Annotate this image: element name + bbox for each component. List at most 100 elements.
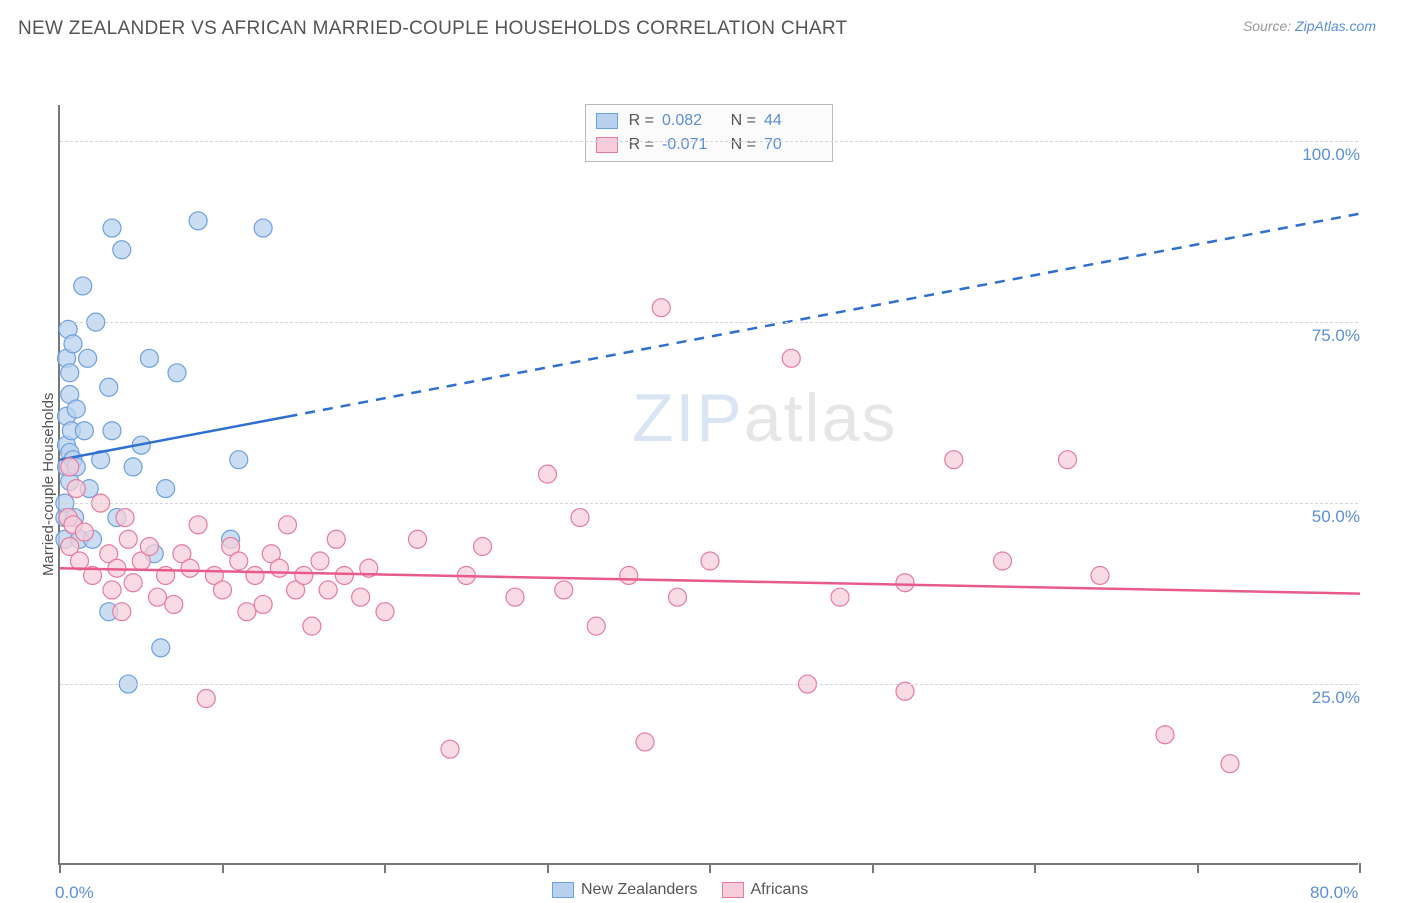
- scatter-point: [587, 617, 605, 635]
- scatter-point: [441, 740, 459, 758]
- legend-item[interactable]: New Zealanders: [552, 881, 698, 899]
- scatter-point: [64, 451, 82, 469]
- scatter-point: [75, 422, 93, 440]
- scatter-point: [58, 458, 76, 476]
- scatter-point: [181, 559, 199, 577]
- scatter-point: [230, 552, 248, 570]
- scatter-point: [782, 349, 800, 367]
- scatter-point: [74, 277, 92, 295]
- scatter-point: [636, 733, 654, 751]
- scatter-point: [254, 219, 272, 237]
- legend-stat-row: R =0.082N =44: [596, 109, 822, 133]
- scatter-point: [279, 516, 297, 534]
- scatter-point: [56, 530, 74, 548]
- scatter-point: [327, 530, 345, 548]
- scatter-point: [311, 552, 329, 570]
- grid-line: [60, 684, 1358, 685]
- scatter-point: [113, 603, 131, 621]
- scatter-point: [149, 588, 167, 606]
- scatter-point: [652, 299, 670, 317]
- scatter-point: [457, 566, 475, 584]
- scatter-point: [1156, 726, 1174, 744]
- scatter-point: [1221, 755, 1239, 773]
- scatter-point: [474, 538, 492, 556]
- scatter-point: [59, 509, 77, 527]
- scatter-point: [222, 530, 240, 548]
- x-tick: [1197, 863, 1199, 873]
- scatter-point: [58, 349, 76, 367]
- scatter-point: [335, 566, 353, 584]
- trend-line-dashed: [288, 214, 1361, 417]
- scatter-point: [61, 386, 79, 404]
- plot-svg: [60, 105, 1360, 865]
- legend-swatch: [552, 882, 574, 898]
- chart-title: NEW ZEALANDER VS AFRICAN MARRIED-COUPLE …: [18, 18, 847, 40]
- n-label: N =: [728, 133, 756, 157]
- legend-label: New Zealanders: [581, 881, 698, 899]
- trend-line-solid: [60, 417, 288, 460]
- scatter-point: [64, 516, 82, 534]
- r-value: -0.071: [662, 133, 720, 157]
- scatter-point: [669, 588, 687, 606]
- scatter-point: [71, 530, 89, 548]
- scatter-point: [945, 451, 963, 469]
- scatter-point: [100, 603, 118, 621]
- scatter-point: [173, 545, 191, 563]
- scatter-point: [506, 588, 524, 606]
- scatter-point: [92, 451, 110, 469]
- x-axis-min-label: 0.0%: [55, 883, 94, 903]
- y-axis-label: Married-couple Households: [40, 393, 57, 576]
- scatter-point: [319, 581, 337, 599]
- grid-line: [60, 322, 1358, 323]
- scatter-point: [539, 465, 557, 483]
- y-tick-label: 50.0%: [1290, 507, 1360, 527]
- scatter-point: [71, 552, 89, 570]
- scatter-point: [108, 509, 126, 527]
- scatter-point: [124, 458, 142, 476]
- legend-swatch: [596, 113, 618, 129]
- scatter-point: [555, 581, 573, 599]
- scatter-point: [571, 509, 589, 527]
- n-label: N =: [728, 109, 756, 133]
- scatter-point: [352, 588, 370, 606]
- scatter-point: [214, 581, 232, 599]
- scatter-point: [409, 530, 427, 548]
- r-label: R =: [626, 109, 654, 133]
- scatter-point: [140, 349, 158, 367]
- x-tick: [1359, 863, 1361, 873]
- scatter-point: [103, 422, 121, 440]
- scatter-point: [80, 480, 98, 498]
- scatter-point: [132, 552, 150, 570]
- y-tick-label: 75.0%: [1290, 326, 1360, 346]
- y-tick-label: 25.0%: [1290, 688, 1360, 708]
- legend-swatch: [722, 882, 744, 898]
- x-tick: [59, 863, 61, 873]
- scatter-point: [152, 639, 170, 657]
- scatter-point: [119, 530, 137, 548]
- scatter-point: [197, 690, 215, 708]
- x-tick: [872, 863, 874, 873]
- legend-series: New Zealanders Africans: [552, 881, 808, 899]
- scatter-point: [61, 443, 79, 461]
- scatter-point: [303, 617, 321, 635]
- scatter-point: [620, 566, 638, 584]
- scatter-point: [79, 349, 97, 367]
- watermark: ZIPatlas: [632, 379, 897, 457]
- scatter-point: [61, 364, 79, 382]
- scatter-point: [56, 509, 74, 527]
- x-tick: [547, 863, 549, 873]
- scatter-point: [61, 472, 79, 490]
- x-tick: [222, 863, 224, 873]
- x-tick: [384, 863, 386, 873]
- legend-item[interactable]: Africans: [722, 881, 809, 899]
- scatter-point: [75, 523, 93, 541]
- watermark-zip: ZIP: [632, 380, 744, 456]
- source-attribution: Source: ZipAtlas.com: [1243, 18, 1376, 34]
- scatter-point: [295, 566, 313, 584]
- scatter-point: [61, 538, 79, 556]
- x-tick: [1034, 863, 1036, 873]
- source-link[interactable]: ZipAtlas.com: [1295, 18, 1376, 34]
- scatter-point: [157, 566, 175, 584]
- scatter-point: [140, 538, 158, 556]
- scatter-point: [701, 552, 719, 570]
